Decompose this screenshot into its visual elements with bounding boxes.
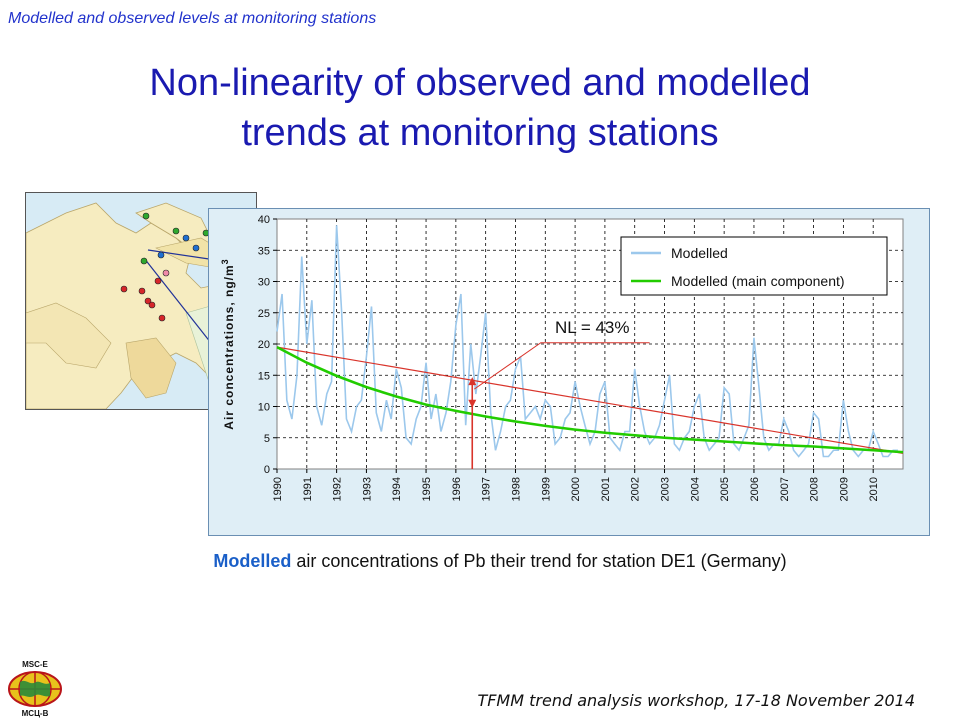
x-tick-label: 1991 — [302, 477, 314, 501]
y-tick-label: 25 — [258, 308, 270, 320]
x-tick-label: 2008 — [809, 477, 821, 501]
gridlines — [277, 219, 903, 469]
logo-text-bottom: МСЦ-В — [22, 709, 49, 718]
chart-caption: Modelled air concentrations of Pb their … — [0, 551, 960, 572]
nl-annotation: NL = 43% — [555, 318, 630, 337]
logo-text-top: MSC-E — [22, 660, 48, 669]
x-tick-label: 1993 — [361, 477, 373, 501]
x-tick-label: 2006 — [749, 477, 761, 501]
linear-trend-line — [276, 346, 904, 454]
x-tick-label: 1995 — [421, 477, 433, 501]
series-line-modelled — [276, 225, 898, 458]
slide-title: Non-linearity of observed and modelled t… — [0, 58, 960, 158]
msc-e-logo-graphic: MSC-E МСЦ-В — [8, 660, 62, 718]
x-tick-label: 1999 — [540, 477, 552, 501]
x-tick-label: 2010 — [868, 477, 880, 501]
x-tick-label: 1994 — [391, 477, 403, 501]
x-tick-label: 1996 — [451, 477, 463, 501]
x-tick-label: 2000 — [570, 477, 582, 501]
header-note: Modelled and observed levels at monitori… — [8, 10, 377, 27]
y-axis-label: Air concentrations, ng/m3 — [220, 258, 236, 429]
x-tick-label: 2002 — [630, 477, 642, 501]
x-tick-label: 2003 — [660, 477, 672, 501]
x-tick-label: 1990 — [272, 477, 284, 501]
footer-text: TFMM trend analysis workshop, 17-18 Nove… — [477, 691, 915, 710]
legend: Modelled Modelled (main component) — [620, 236, 888, 296]
y-tick-label: 30 — [258, 277, 270, 289]
nl-arrow-head-up — [468, 377, 477, 386]
x-tick-label: 1992 — [332, 477, 344, 501]
x-axis-ticks: 1990 1991 1992 1993 1994 1995 1996 1997 1998 1999… — [272, 469, 880, 501]
y-tick-label: 40 — [258, 214, 270, 226]
chart-panel: 0 5 10 15 20 25 30 35 40 1990 1991 1992 1993 1994 199… — [208, 208, 930, 536]
slide-title-line1: Non-linearity of observed and modelled — [149, 62, 811, 104]
x-tick-label: 1998 — [510, 477, 522, 501]
y-tick-label: 20 — [258, 339, 270, 351]
x-tick-label: 2005 — [719, 477, 731, 501]
caption-highlight: Modelled — [213, 551, 292, 571]
legend-box — [620, 236, 888, 296]
series-line-main-component — [276, 345, 904, 454]
caption-text: air concentrations of Pb their trend for… — [291, 551, 787, 571]
nl-annotation-leader — [473, 342, 650, 390]
x-tick-label: 2001 — [600, 477, 612, 501]
y-tick-label: 0 — [264, 464, 270, 476]
series-group — [276, 225, 904, 469]
legend-label-main-component: Modelled (main component) — [671, 273, 845, 289]
x-tick-label: 2004 — [689, 477, 701, 501]
x-tick-label: 1997 — [481, 477, 493, 501]
y-tick-label: 35 — [258, 245, 270, 257]
nl-arrow-head-down — [468, 399, 477, 408]
y-tick-label: 15 — [258, 370, 270, 382]
y-axis-ticks: 0 5 10 15 20 25 30 35 40 — [258, 214, 277, 476]
x-tick-label: 2009 — [838, 477, 850, 501]
y-tick-label: 10 — [258, 402, 270, 414]
slide-title-line2: trends at monitoring stations — [241, 112, 719, 154]
msc-e-logo: MSC-E МСЦ-В — [6, 658, 64, 718]
legend-label-modelled: Modelled — [671, 245, 728, 261]
y-tick-label: 5 — [264, 433, 270, 445]
x-tick-label: 2007 — [779, 477, 791, 501]
